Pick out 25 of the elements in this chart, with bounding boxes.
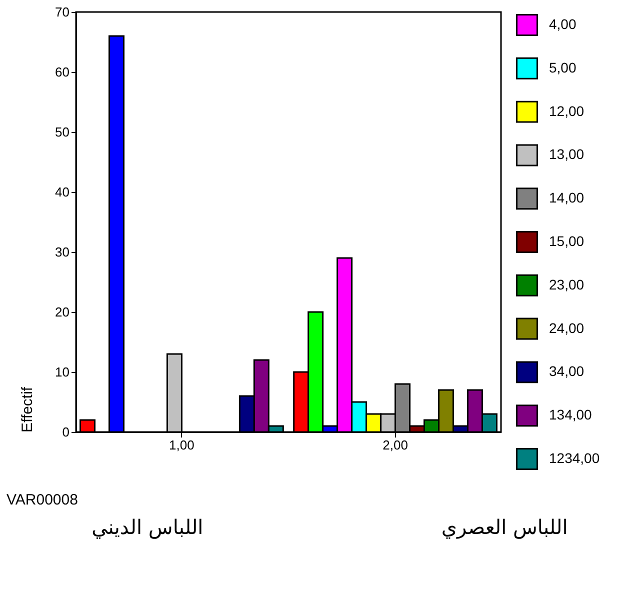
legend-label: 4,00 [549, 16, 576, 32]
legend-label: 15,00 [549, 233, 584, 249]
x-tick-label: 2,00 [382, 438, 408, 452]
y-tick-label: 0 [62, 424, 70, 440]
legend-label: 13,00 [549, 146, 584, 162]
y-tick-label: 60 [55, 64, 70, 80]
text: اللباس العصري [441, 515, 568, 539]
y-tick-label: 30 [55, 244, 70, 260]
legend-label: 24,00 [549, 320, 584, 336]
legend-label: 23,00 [549, 276, 584, 292]
y-tick-label: 20 [55, 304, 70, 320]
x-tick-label: 1,00 [169, 438, 194, 452]
legend-label: 5,00 [549, 59, 576, 76]
x-axis-title: VAR00008 [6, 492, 78, 508]
y-tick-label: 70 [55, 4, 70, 20]
legend-label: 14,00 [549, 190, 584, 206]
legend-label: 134,00 [549, 406, 592, 423]
y-axis-title: Effectif [19, 386, 36, 432]
legend-label: 1234,00 [549, 450, 600, 466]
y-tick-label: 50 [55, 124, 70, 140]
legend-label: 34,00 [549, 363, 584, 380]
legend-label: 12,00 [549, 102, 584, 119]
y-tick-label: 10 [55, 364, 70, 380]
y-tick-label: 40 [55, 184, 70, 200]
text: اللباس الديني [92, 515, 204, 539]
